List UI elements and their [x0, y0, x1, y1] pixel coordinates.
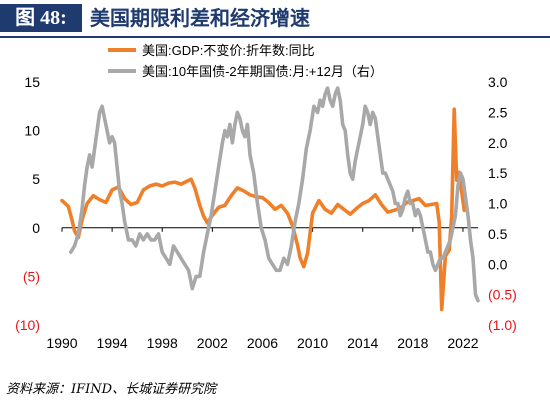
y-right-tick-label: 2.5: [488, 104, 508, 120]
figure-title: 美国期限利差和经济增速: [90, 6, 310, 30]
y-left-tick-label: (5): [23, 268, 40, 284]
y-right-tick-label: 3.0: [488, 74, 508, 90]
legend: 美国:GDP:不变价:折年数:同比美国:10年国债-2年期国债:月:+12月（右…: [108, 43, 383, 79]
y-right-tick-label: 1.0: [488, 196, 508, 212]
chart: 美国:GDP:不变价:折年数:同比美国:10年国债-2年期国债:月:+12月（右…: [15, 43, 517, 351]
figure-number-tag: 图 48:: [0, 4, 82, 32]
y-left-tick-label: (10): [15, 317, 40, 333]
x-tick-label: 2006: [247, 335, 278, 351]
x-tick-label: 2002: [197, 335, 228, 351]
x-tick-label: 1998: [147, 335, 178, 351]
y-right-tick-label: 0.5: [488, 226, 508, 242]
x-tick-label: 1994: [97, 335, 128, 351]
figure-title-bar: 图 48: 美国期限利差和经济增速: [0, 0, 550, 36]
y-right-tick-label: 2.0: [488, 135, 508, 151]
legend-label: 美国:GDP:不变价:折年数:同比: [142, 43, 315, 58]
y-left-tick-label: 5: [32, 171, 40, 187]
gdp-growth-line: [60, 107, 469, 312]
axes: 15 10 5 0 (5) (10) 3.0 2.5 2.0 1.5 1.0 0.5 0.0 (0.5) (…: [15, 74, 517, 351]
y-right-tick-label: (1.0): [488, 317, 517, 333]
y-left-tick-label: 15: [24, 74, 40, 90]
x-tick-label: 2014: [347, 335, 378, 351]
x-tick-label: 1990: [46, 335, 77, 351]
term-spread-line: [69, 86, 480, 303]
x-tick-label: 2022: [447, 335, 478, 351]
x-tick-label: 2018: [397, 335, 428, 351]
y-left-tick-label: 0: [32, 220, 40, 236]
source-note: 资料来源：IFIND、长城证券研究院: [6, 382, 217, 397]
x-tick-label: 2010: [297, 335, 328, 351]
y-left-tick-label: 10: [24, 123, 40, 139]
series-layer: [60, 86, 480, 312]
y-right-tick-label: (0.5): [488, 287, 517, 303]
y-right-tick-label: 1.5: [488, 165, 508, 181]
y-right-tick-label: 0.0: [488, 256, 508, 272]
title-underline: [0, 36, 550, 38]
legend-label: 美国:10年国债-2年期国债:月:+12月（右）: [142, 64, 383, 79]
